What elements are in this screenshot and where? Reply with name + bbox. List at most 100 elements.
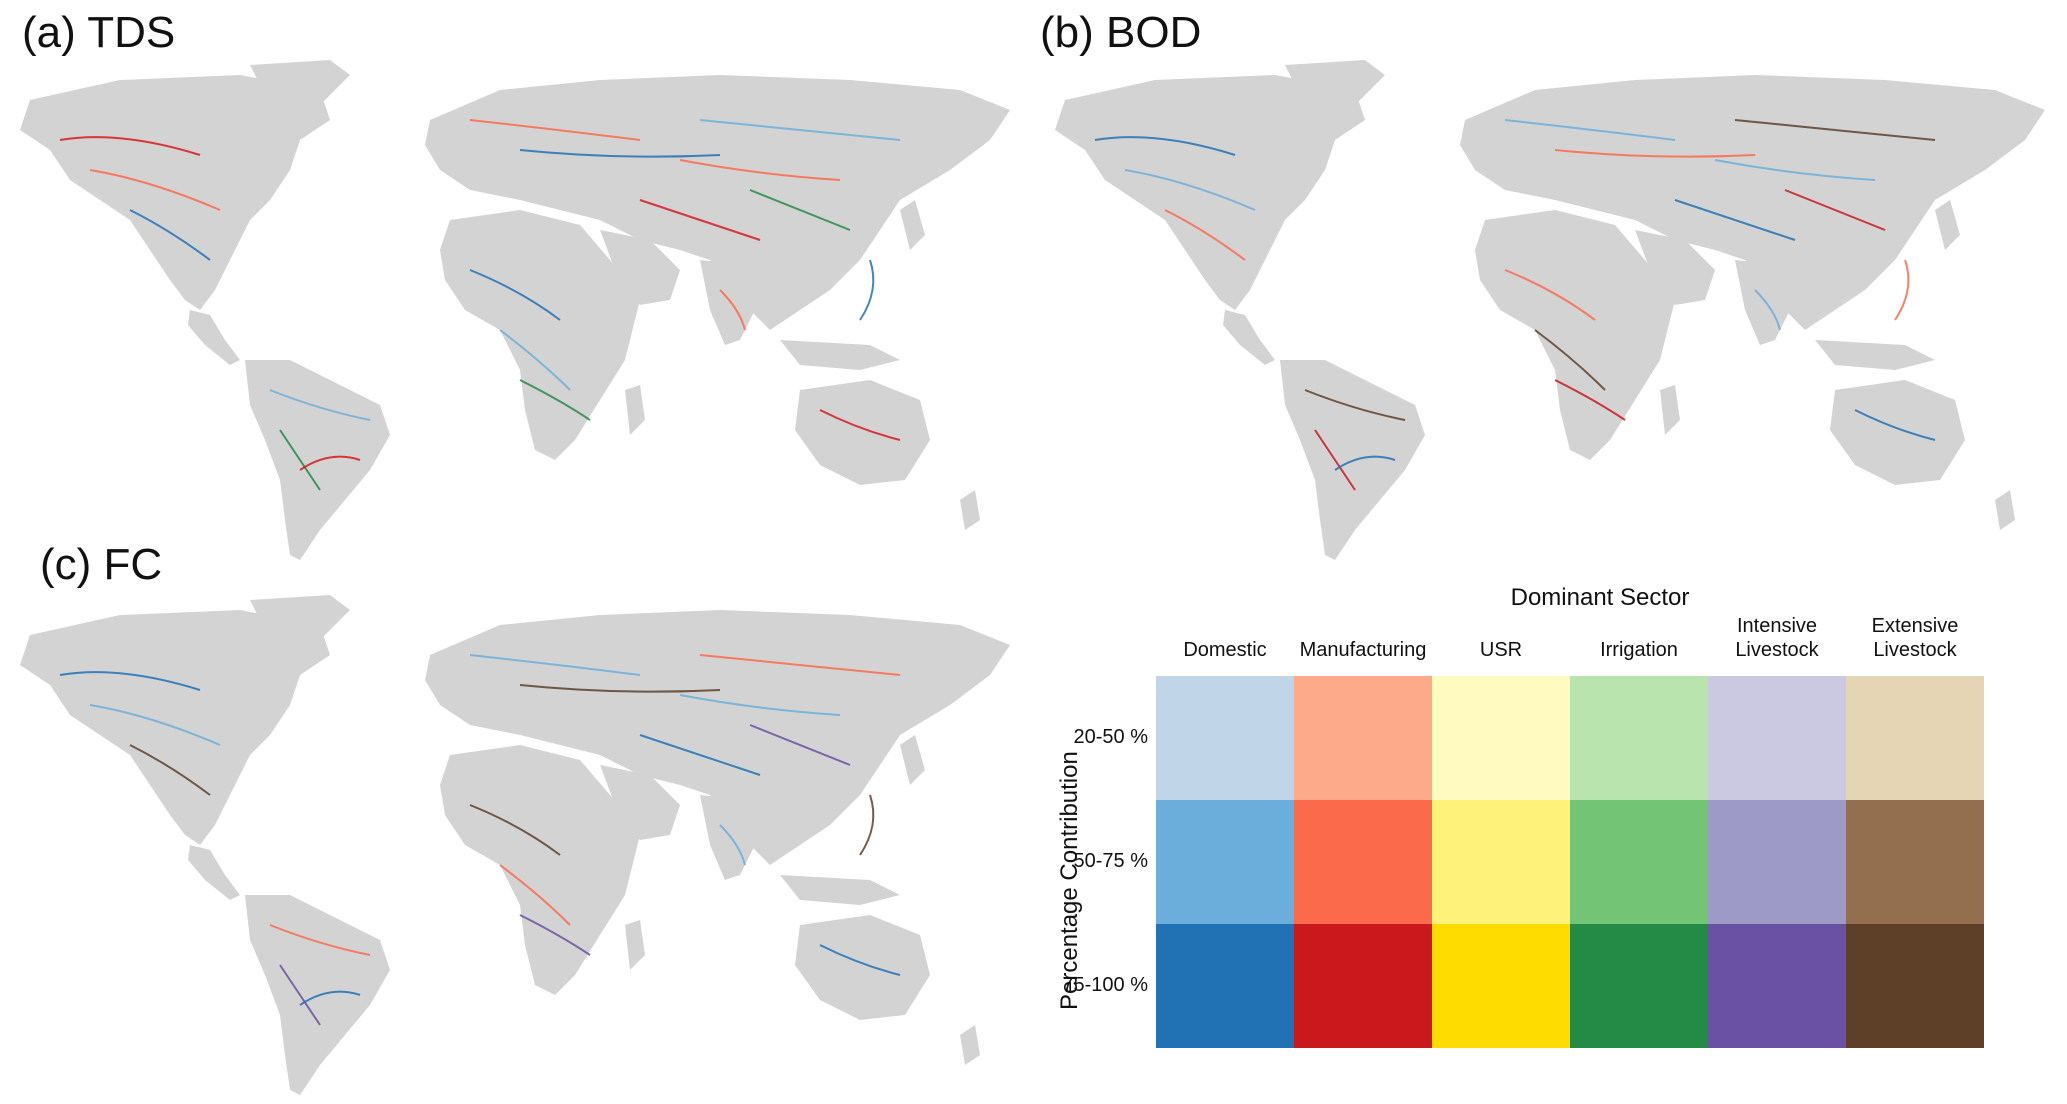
- legend-swatch: [1570, 924, 1708, 1048]
- legend-sector-line2: Irrigation: [1600, 639, 1678, 661]
- river-segment: [89, 169, 221, 211]
- river-segment: [699, 654, 901, 676]
- river-segment: [279, 964, 321, 1026]
- river-segment: [1164, 209, 1246, 261]
- river-segment: [519, 684, 721, 693]
- legend-sector-line2: Livestock: [1873, 639, 1957, 661]
- river-segment: [819, 409, 901, 441]
- legend-sector-line2: USR: [1479, 639, 1523, 661]
- landmass-eurasia: [425, 610, 1010, 865]
- river-segment: [1304, 389, 1406, 421]
- legend-sector-3: Irrigation: [1560, 614, 1718, 662]
- landmass-greenland: [1285, 60, 1385, 115]
- river-segment: [719, 289, 746, 331]
- landmass-japan: [1935, 200, 1960, 250]
- legend-swatch: [1708, 924, 1846, 1048]
- river-segment: [749, 189, 851, 231]
- landmass-new-zealand: [960, 1025, 980, 1065]
- legend-sector-line1: Intensive: [1736, 615, 1818, 637]
- legend-swatch: [1156, 800, 1294, 924]
- river-segment: [859, 794, 875, 856]
- landmass-madagascar: [625, 920, 645, 970]
- legend-sector-2: USR: [1422, 614, 1580, 662]
- river-segment: [279, 429, 321, 491]
- legend-sector-line1: [1560, 614, 1718, 638]
- river-segment: [699, 119, 901, 141]
- landmass-arabia: [1635, 230, 1715, 305]
- river-segment: [639, 734, 761, 776]
- river-segment: [1334, 455, 1396, 471]
- map-bod: [1035, 60, 2065, 560]
- legend-swatch: [1156, 676, 1294, 800]
- panel-label-tds: (a) TDS: [22, 8, 176, 57]
- landmass-australia: [795, 380, 930, 485]
- landmass-madagascar: [1660, 385, 1680, 435]
- legend-title: Dominant Sector: [1510, 584, 1690, 611]
- legend-sector-0: Domestic: [1146, 614, 1304, 662]
- legend-sector-line2: Livestock: [1735, 639, 1819, 661]
- legend-level-1: 50-75 %: [1073, 850, 1149, 872]
- landmass-australia: [795, 915, 930, 1020]
- river-segment: [59, 136, 201, 156]
- river-segment: [1504, 119, 1676, 141]
- river-segment: [1124, 169, 1256, 211]
- river-segment: [499, 864, 571, 926]
- panel-label-fc: (c) FC: [40, 540, 163, 589]
- legend-swatch: [1156, 924, 1294, 1048]
- river-segment: [719, 824, 746, 866]
- landmass-japan: [900, 735, 925, 785]
- landmass-australia: [1830, 380, 1965, 485]
- river-segment: [469, 654, 641, 676]
- landmass-central-america: [1223, 310, 1275, 365]
- river-segment: [1754, 289, 1781, 331]
- legend-swatch: [1294, 800, 1432, 924]
- landmass-africa: [1475, 210, 1675, 460]
- legend-sector-line1: Extensive: [1871, 615, 1959, 637]
- landmass-indonesia: [1815, 340, 1935, 370]
- landmass-greenland: [250, 595, 350, 650]
- landmass-new-zealand: [1995, 490, 2015, 530]
- river-segment: [1714, 159, 1876, 181]
- river-segment: [269, 389, 371, 421]
- legend-swatch: [1570, 800, 1708, 924]
- legend-swatch: [1432, 676, 1570, 800]
- legend-swatch: [1846, 924, 1984, 1048]
- river-segment: [1734, 119, 1936, 141]
- legend-swatch: [1846, 800, 1984, 924]
- legend-swatch: [1570, 676, 1708, 800]
- legend-level-0: 20-50 %: [1073, 726, 1149, 748]
- river-segment: [1534, 329, 1606, 391]
- legend-sector-line2: Domestic: [1183, 639, 1267, 661]
- landmass-central-america: [188, 310, 240, 365]
- river-segment: [469, 804, 561, 856]
- river-segment: [1554, 149, 1756, 158]
- river-segment: [1854, 409, 1936, 441]
- legend-sector-line1: [1422, 614, 1580, 638]
- river-segment: [1554, 379, 1626, 421]
- river-segment: [1314, 429, 1356, 491]
- legend-sector-4: Intensive Livestock: [1698, 614, 1856, 662]
- river-segment: [1504, 269, 1596, 321]
- river-segment: [819, 944, 901, 976]
- river-segment: [129, 209, 211, 261]
- river-segment: [1894, 259, 1910, 321]
- landmass-eurasia: [1460, 75, 2045, 330]
- river-segment: [519, 914, 591, 956]
- landmass-indonesia: [780, 875, 900, 905]
- river-segment: [469, 119, 641, 141]
- legend-swatch: [1294, 924, 1432, 1048]
- landmass-japan: [900, 200, 925, 250]
- legend-swatch: [1294, 676, 1432, 800]
- river-segment: [129, 744, 211, 796]
- river-segment: [679, 159, 841, 181]
- panel-label-bod: (b) BOD: [1040, 8, 1202, 57]
- landmass-eurasia: [425, 75, 1010, 330]
- river-segment: [639, 199, 761, 241]
- landmass-new-zealand: [960, 490, 980, 530]
- river-segment: [1094, 136, 1236, 156]
- landmass-madagascar: [625, 385, 645, 435]
- legend-swatch: [1708, 676, 1846, 800]
- river-segment: [299, 990, 361, 1006]
- landmass-arabia: [600, 230, 680, 305]
- landmass-africa: [440, 745, 640, 995]
